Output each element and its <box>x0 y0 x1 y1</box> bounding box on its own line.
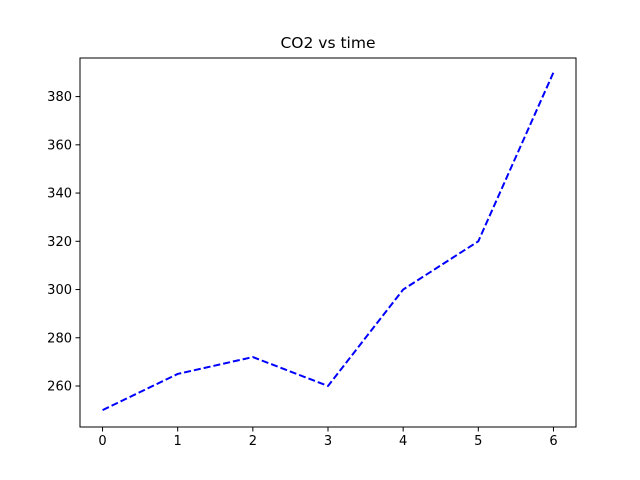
x-tick-label: 1 <box>174 434 182 449</box>
x-tick-label: 0 <box>98 434 106 449</box>
y-tick-label: 280 <box>47 331 72 346</box>
chart-title: CO2 vs time <box>280 34 375 52</box>
x-axis: 0 1 2 3 4 5 6 <box>98 427 558 449</box>
series-layer <box>102 72 555 412</box>
y-tick-label: 380 <box>47 90 72 105</box>
x-tick-label: 6 <box>549 434 557 449</box>
plot-area <box>79 57 577 428</box>
y-tick-label: 360 <box>47 138 72 153</box>
x-tick-label: 5 <box>474 434 482 449</box>
y-axis: 260 280 300 320 340 360 380 <box>47 90 80 395</box>
y-tick-label: 300 <box>47 283 72 298</box>
y-tick-label: 340 <box>47 187 72 202</box>
y-tick-label: 320 <box>47 235 72 250</box>
x-tick-label: 4 <box>399 434 407 449</box>
y-tick-label: 260 <box>47 380 72 395</box>
x-tick-label: 2 <box>249 434 257 449</box>
x-tick-label: 3 <box>324 434 332 449</box>
